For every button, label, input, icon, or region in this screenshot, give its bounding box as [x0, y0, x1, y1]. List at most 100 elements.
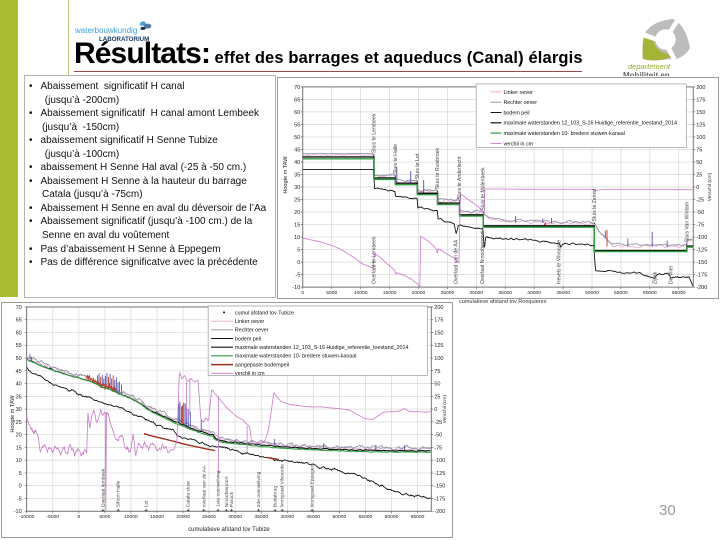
svg-text:175: 175: [696, 97, 705, 103]
svg-text:limnigraaf Vilvoorde: limnigraaf Vilvoorde: [280, 464, 286, 508]
svg-text:Overlaat Ninoofsepoort: Overlaat Ninoofsepoort: [480, 231, 486, 284]
svg-text:0: 0: [77, 514, 80, 520]
svg-text:De Vliet: De Vliet: [669, 266, 675, 285]
svg-text:Rechter oever: Rechter oever: [235, 328, 269, 334]
svg-text:45: 45: [16, 369, 22, 375]
svg-text:-5: -5: [17, 496, 22, 502]
svg-text:-50: -50: [434, 433, 442, 439]
svg-text:10: 10: [294, 235, 300, 241]
svg-text:Hevels te Vilvoorde: Hevels te Vilvoorde: [557, 240, 563, 284]
svg-text:Sluis te Ruisbroek: Sluis te Ruisbroek: [435, 147, 441, 189]
svg-text:150: 150: [434, 331, 443, 337]
svg-text:0: 0: [301, 290, 304, 296]
svg-text:Paruck: Paruck: [229, 491, 235, 507]
svg-text:Hoogte m TAW: Hoogte m TAW: [10, 395, 16, 433]
svg-text:-150: -150: [434, 484, 445, 490]
svg-text:70: 70: [294, 85, 300, 91]
svg-text:50: 50: [434, 381, 440, 387]
svg-text:-10000: -10000: [19, 514, 35, 520]
svg-text:60: 60: [16, 331, 22, 337]
svg-text:-10: -10: [292, 285, 300, 291]
svg-text:Sluis te Molenbeek: Sluis te Molenbeek: [481, 167, 487, 211]
svg-text:-10: -10: [14, 509, 22, 515]
svg-text:-100: -100: [434, 458, 445, 464]
svg-text:-150: -150: [696, 260, 707, 266]
svg-text:Sluis Van Wintam: Sluis Van Wintam: [684, 202, 690, 242]
svg-text:0: 0: [434, 407, 437, 413]
svg-text:Linker oever: Linker oever: [503, 90, 533, 96]
svg-text:35000: 35000: [498, 290, 512, 296]
svg-text:25: 25: [16, 420, 22, 426]
svg-text:65: 65: [294, 97, 300, 103]
svg-text:30: 30: [16, 407, 22, 413]
svg-text:45000: 45000: [306, 514, 320, 520]
svg-text:bodem peil: bodem peil: [235, 336, 261, 342]
svg-text:150: 150: [696, 110, 705, 116]
svg-text:75: 75: [434, 369, 440, 375]
svg-text:65000: 65000: [411, 514, 425, 520]
svg-text:60000: 60000: [385, 514, 399, 520]
svg-text:5000: 5000: [99, 514, 110, 520]
svg-text:20: 20: [294, 210, 300, 216]
svg-text:30: 30: [294, 185, 300, 191]
svg-text:-25: -25: [696, 197, 704, 203]
svg-text:Lot: Lot: [144, 500, 150, 507]
svg-text:50: 50: [16, 356, 22, 362]
svg-text:60: 60: [294, 110, 300, 116]
svg-text:50000: 50000: [585, 290, 599, 296]
svg-text:-50: -50: [696, 210, 704, 216]
svg-text:45000: 45000: [556, 290, 570, 296]
svg-text:20: 20: [16, 433, 22, 439]
svg-text:35000: 35000: [254, 514, 268, 520]
svg-text:175: 175: [434, 318, 443, 324]
svg-text:Sluis te Lembeek: Sluis te Lembeek: [371, 113, 377, 153]
svg-text:65: 65: [16, 318, 22, 324]
svg-text:15: 15: [16, 445, 22, 451]
svg-text:cumulatieve afstand tov Tubize: cumulatieve afstand tov Tubize: [188, 527, 270, 533]
svg-text:100: 100: [696, 135, 705, 141]
svg-text:Budabrug: Budabrug: [273, 486, 279, 508]
svg-text:25: 25: [696, 173, 702, 179]
svg-text:40: 40: [16, 381, 22, 387]
svg-text:Sluis te Lot: Sluis te Lot: [415, 153, 421, 179]
svg-text:45: 45: [294, 147, 300, 153]
svg-text:25000: 25000: [202, 514, 216, 520]
svg-text:-75: -75: [696, 223, 704, 229]
svg-text:verchil in cm: verchil in cm: [235, 371, 265, 377]
svg-text:Sluis te Zemst: Sluis te Zemst: [592, 188, 598, 221]
svg-text:-5: -5: [295, 273, 300, 279]
svg-text:Verschil (cm): Verschil (cm): [707, 172, 713, 201]
svg-text:20000: 20000: [412, 290, 426, 296]
svg-text:Overlaat te Lembeek: Overlaat te Lembeek: [371, 236, 377, 284]
svg-text:Sluis te Anderlecht: Sluis te Anderlecht: [457, 156, 463, 199]
svg-text:maximale waterstanden 12_103_S: maximale waterstanden 12_103_S-16 Huidig…: [503, 121, 677, 127]
svg-text:55: 55: [16, 343, 22, 349]
svg-text:35: 35: [16, 394, 22, 400]
svg-text:15000: 15000: [150, 514, 164, 520]
svg-text:10000: 10000: [354, 290, 368, 296]
svg-text:-125: -125: [434, 471, 445, 477]
svg-text:10000: 10000: [124, 514, 138, 520]
svg-text:0: 0: [19, 484, 22, 490]
svg-text:Rechter oever: Rechter oever: [503, 100, 537, 106]
svg-text:30000: 30000: [228, 514, 242, 520]
svg-text:50: 50: [294, 135, 300, 141]
svg-text:50: 50: [696, 160, 702, 166]
svg-text:limnigraaf Eppegem: limnigraaf Eppegem: [310, 463, 316, 507]
svg-text:-75: -75: [434, 445, 442, 451]
svg-text:-5000: -5000: [46, 514, 59, 520]
svg-text:5: 5: [19, 471, 22, 477]
svg-text:5: 5: [297, 248, 300, 254]
svg-text:125: 125: [434, 343, 443, 349]
svg-text:200: 200: [696, 85, 705, 91]
svg-text:-200: -200: [434, 509, 445, 515]
svg-text:30000: 30000: [469, 290, 483, 296]
svg-text:-25: -25: [434, 420, 442, 426]
svg-text:5000: 5000: [326, 290, 337, 296]
svg-text:aangepaste bodempeil: aangepaste bodempeil: [235, 362, 289, 368]
svg-text:40000: 40000: [527, 290, 541, 296]
svg-text:25: 25: [294, 197, 300, 203]
svg-text:15000: 15000: [383, 290, 397, 296]
svg-text:Hoogte m TAW: Hoogte m TAW: [283, 156, 289, 194]
svg-text:0: 0: [696, 185, 699, 191]
